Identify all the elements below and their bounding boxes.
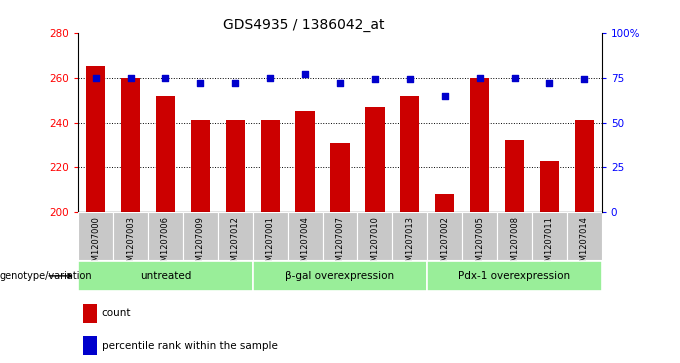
Point <box>405 77 415 82</box>
Text: GSM1207004: GSM1207004 <box>301 216 309 272</box>
Point <box>160 75 171 81</box>
Point <box>90 75 101 81</box>
Point <box>230 80 241 86</box>
Bar <box>253 212 288 260</box>
Point <box>474 75 485 81</box>
Bar <box>78 261 253 290</box>
Text: GSM1207011: GSM1207011 <box>545 216 554 272</box>
Text: GSM1207006: GSM1207006 <box>161 216 170 272</box>
Bar <box>84 304 97 323</box>
Bar <box>435 194 454 212</box>
Bar <box>296 111 315 212</box>
Text: GSM1207009: GSM1207009 <box>196 216 205 272</box>
Bar <box>532 212 567 260</box>
Title: GDS4935 / 1386042_at: GDS4935 / 1386042_at <box>222 18 384 32</box>
Text: genotype/variation: genotype/variation <box>0 271 92 281</box>
Bar <box>218 212 253 260</box>
Bar <box>322 212 358 260</box>
Text: GSM1207010: GSM1207010 <box>371 216 379 272</box>
Point <box>579 77 590 82</box>
Text: percentile rank within the sample: percentile rank within the sample <box>102 340 277 351</box>
Point <box>195 80 206 86</box>
Bar <box>253 261 427 290</box>
Text: GSM1207007: GSM1207007 <box>335 216 345 272</box>
Point <box>509 75 520 81</box>
Point <box>265 75 275 81</box>
Text: GSM1207002: GSM1207002 <box>440 216 449 272</box>
Text: GSM1207005: GSM1207005 <box>475 216 484 272</box>
Bar <box>226 120 245 212</box>
Text: GSM1207003: GSM1207003 <box>126 216 135 272</box>
Bar <box>365 107 384 212</box>
Bar <box>156 95 175 212</box>
Text: GSM1207000: GSM1207000 <box>91 216 100 272</box>
Point <box>335 80 345 86</box>
Bar <box>567 212 602 260</box>
Point <box>544 80 555 86</box>
Bar <box>401 95 420 212</box>
Text: Pdx-1 overexpression: Pdx-1 overexpression <box>458 271 571 281</box>
Text: β-gal overexpression: β-gal overexpression <box>286 271 394 281</box>
Bar <box>462 212 497 260</box>
Bar <box>260 120 279 212</box>
Bar <box>78 212 113 260</box>
Bar <box>427 212 462 260</box>
Bar <box>540 161 559 212</box>
Bar <box>148 212 183 260</box>
Bar <box>505 140 524 212</box>
Text: GSM1207013: GSM1207013 <box>405 216 414 272</box>
Text: count: count <box>102 308 131 318</box>
Point <box>439 93 450 98</box>
Bar <box>575 120 594 212</box>
Bar <box>470 78 489 212</box>
Bar <box>497 212 532 260</box>
Bar <box>113 212 148 260</box>
Text: GSM1207012: GSM1207012 <box>231 216 240 272</box>
Bar <box>121 78 140 212</box>
Text: GSM1207014: GSM1207014 <box>580 216 589 272</box>
Bar <box>330 143 350 212</box>
Bar <box>392 212 427 260</box>
Bar <box>427 261 602 290</box>
Bar <box>183 212 218 260</box>
Bar <box>86 66 105 212</box>
Bar <box>358 212 392 260</box>
Bar <box>288 212 322 260</box>
Point <box>369 77 380 82</box>
Text: GSM1207001: GSM1207001 <box>266 216 275 272</box>
Point <box>125 75 136 81</box>
Text: GSM1207008: GSM1207008 <box>510 216 519 272</box>
Bar <box>191 120 210 212</box>
Bar <box>84 336 97 355</box>
Text: untreated: untreated <box>140 271 191 281</box>
Point <box>300 71 311 77</box>
